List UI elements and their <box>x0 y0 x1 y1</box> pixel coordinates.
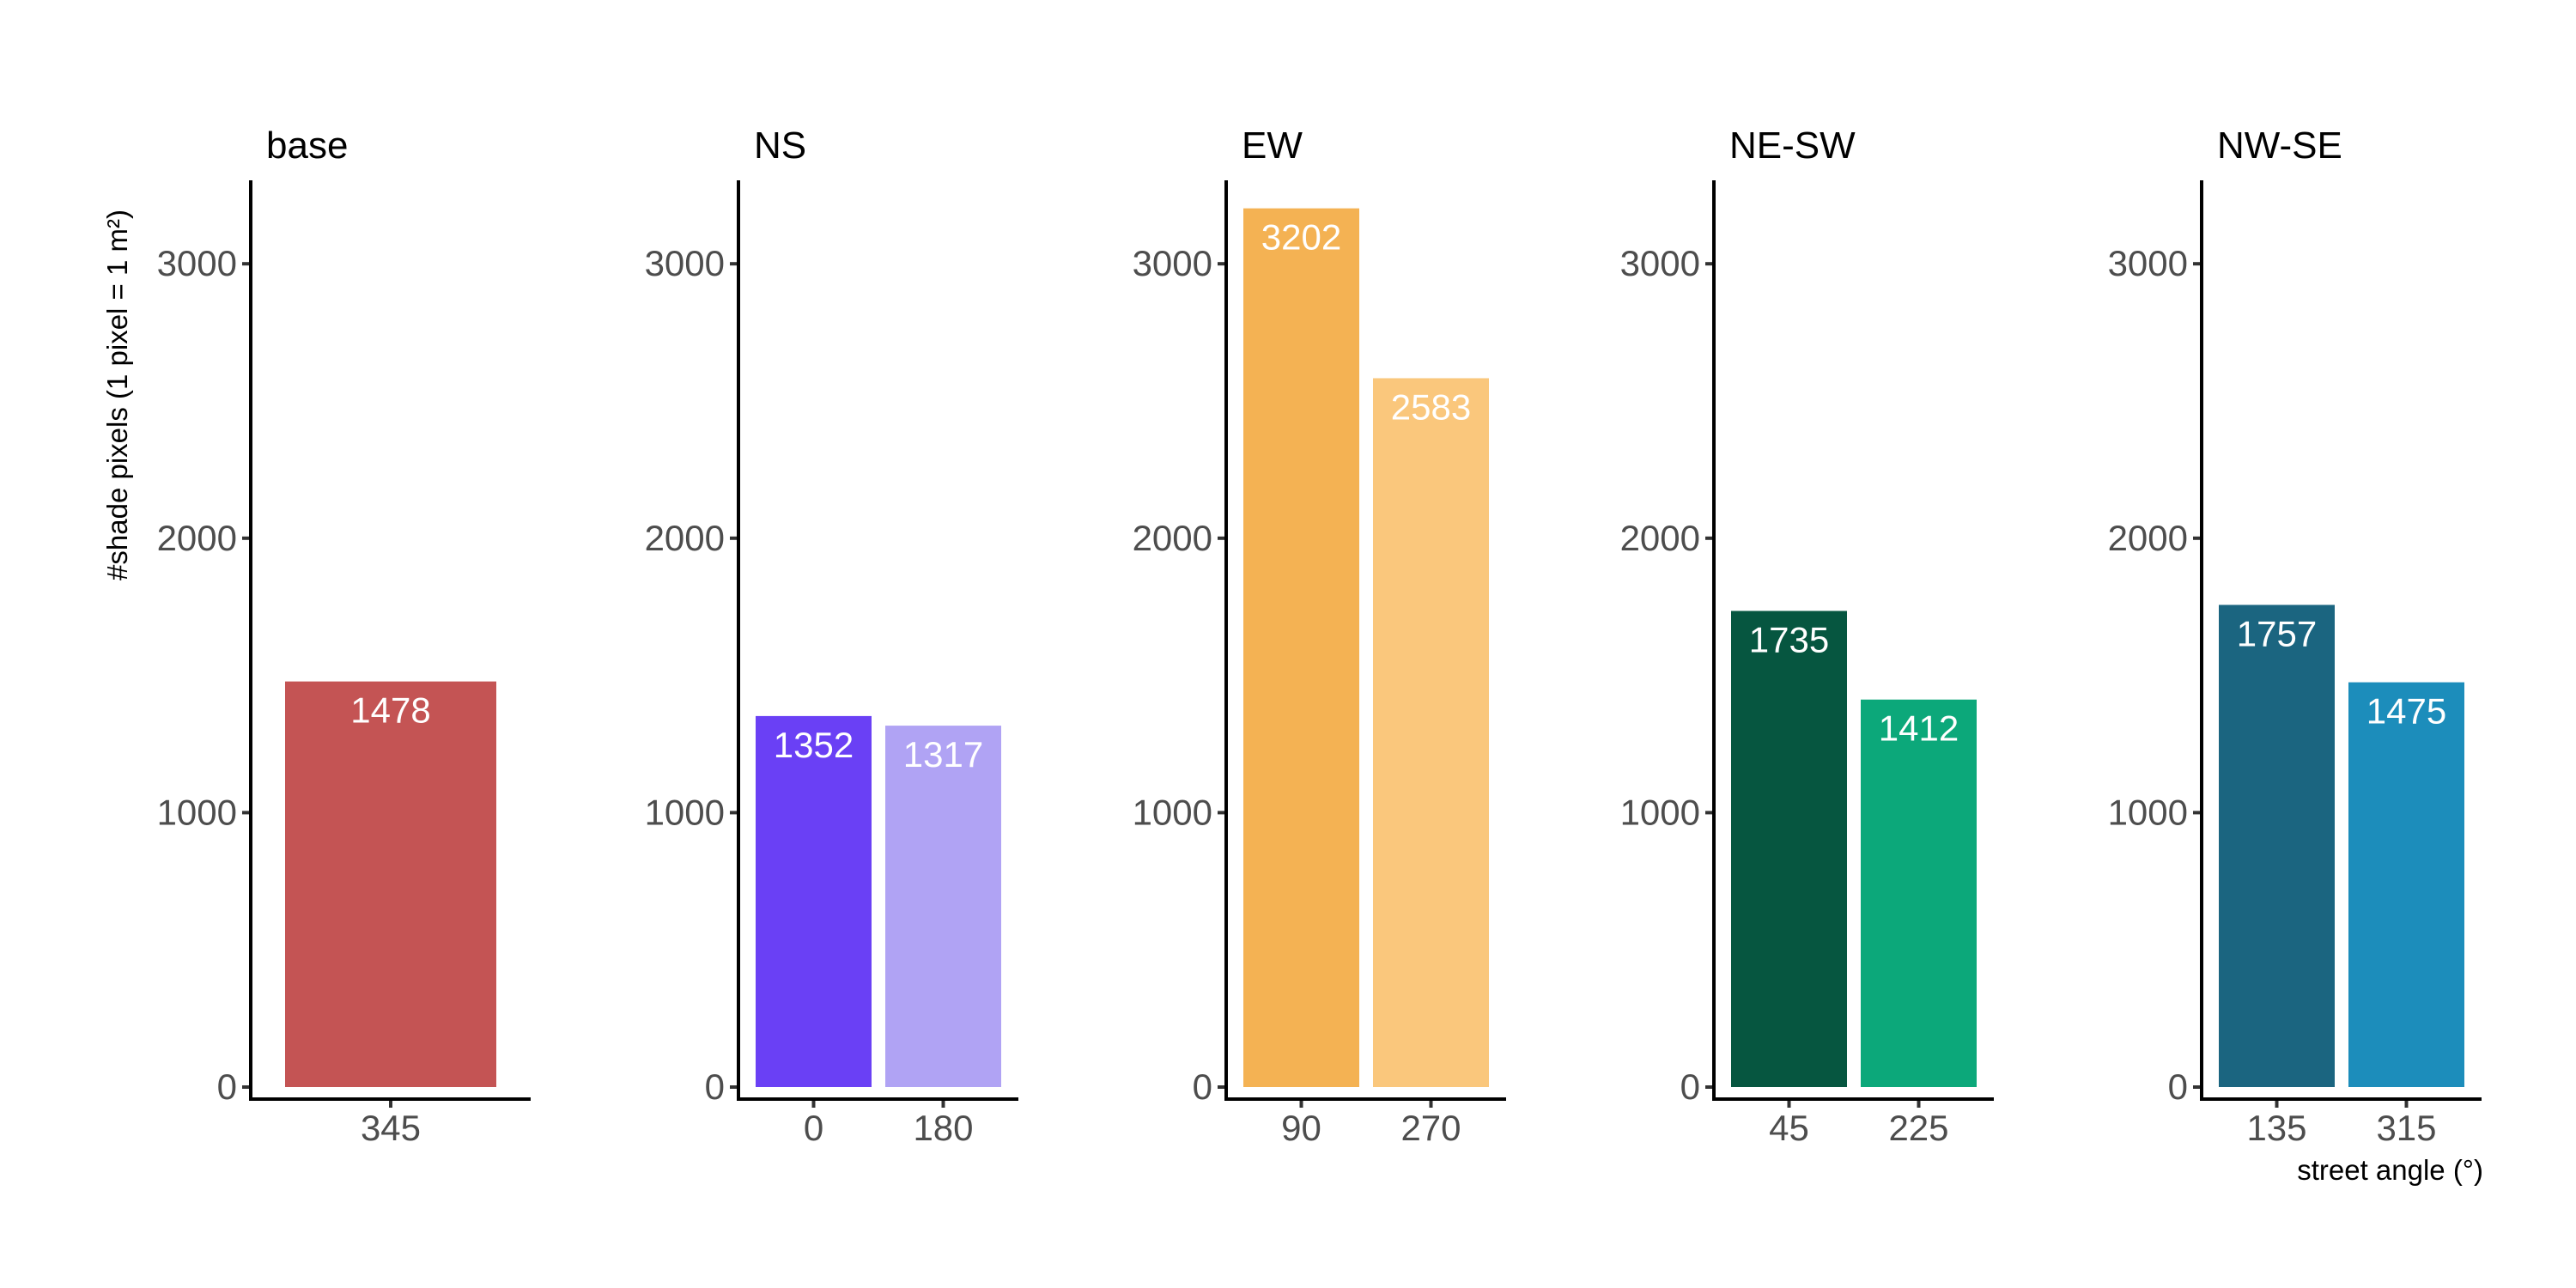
x-tick-label: 135 <box>2246 1108 2306 1148</box>
x-tick-label: 315 <box>2376 1108 2436 1148</box>
x-tick-label: 90 <box>1281 1108 1321 1148</box>
panel-title: NE-SW <box>1729 125 1856 167</box>
y-tick-label: 1000 <box>2108 792 2188 832</box>
y-tick-label: 3000 <box>645 243 725 283</box>
y-tick-label: 2000 <box>157 518 237 558</box>
bar-value-label: 3202 <box>1261 217 1341 258</box>
axis-lines <box>1224 180 1506 1101</box>
x-tick-label: 345 <box>361 1108 421 1148</box>
y-tick-label: 3000 <box>157 243 237 283</box>
panel-title: NS <box>754 125 806 167</box>
y-tick-label: 0 <box>217 1066 237 1107</box>
y-tick-label: 0 <box>705 1066 725 1107</box>
panels-group: base 1478 345 0 1000 2000 3000 NS 1352 0 1317 180 0 1… <box>157 125 2482 1148</box>
y-tick-label: 3000 <box>2108 243 2188 283</box>
panel-ne-sw: NE-SW 1735 45 1412 225 0 1000 2000 3000 <box>1620 125 1994 1148</box>
y-tick-label: 1000 <box>157 792 237 832</box>
bar-value-label: 2583 <box>1391 386 1471 427</box>
y-tick-label: 2000 <box>1133 518 1212 558</box>
y-tick-label: 3000 <box>1133 243 1212 283</box>
bar <box>285 681 496 1087</box>
y-tick-label: 1000 <box>1620 792 1700 832</box>
bar-value-label: 1735 <box>1749 619 1829 659</box>
bar <box>1243 208 1359 1087</box>
bar-value-label: 1757 <box>2237 613 2317 653</box>
bar <box>756 715 872 1087</box>
y-tick-label: 0 <box>1680 1066 1700 1107</box>
axis-lines <box>249 180 531 1101</box>
bar <box>1861 699 1977 1087</box>
bar <box>1373 378 1489 1087</box>
y-tick-label: 1000 <box>645 792 725 832</box>
panel-ew: EW 3202 90 2583 270 0 1000 2000 3000 <box>1133 125 1506 1148</box>
axis-lines <box>737 180 1018 1101</box>
panel-title: base <box>266 125 348 167</box>
y-tick-label: 3000 <box>1620 243 1700 283</box>
bar <box>885 726 1001 1087</box>
panel-base: base 1478 345 0 1000 2000 3000 <box>157 125 531 1148</box>
panel-title: EW <box>1242 125 1303 167</box>
axis-lines <box>1712 180 1994 1101</box>
bar <box>1731 611 1847 1087</box>
axis-lines <box>2200 180 2482 1101</box>
y-tick-label: 2000 <box>645 518 725 558</box>
x-tick-label: 270 <box>1400 1108 1461 1148</box>
y-tick-label: 0 <box>1193 1066 1212 1107</box>
y-axis-title: #shade pixels (1 pixel = 1 m²) <box>101 210 133 580</box>
x-axis-title: street angle (°) <box>2297 1154 2483 1186</box>
bar <box>2348 682 2464 1087</box>
y-tick-label: 2000 <box>2108 518 2188 558</box>
bar-value-label: 1352 <box>774 725 854 765</box>
y-tick-label: 2000 <box>1620 518 1700 558</box>
panel-nw-se: NW-SE 1757 135 1475 315 0 1000 2000 3000 <box>2108 125 2482 1148</box>
bar <box>2219 605 2335 1087</box>
bar-value-label: 1412 <box>1879 708 1959 749</box>
x-tick-label: 180 <box>913 1108 973 1148</box>
y-tick-label: 0 <box>2168 1066 2188 1107</box>
x-tick-label: 225 <box>1888 1108 1948 1148</box>
bar-value-label: 1317 <box>903 734 983 775</box>
x-tick-label: 0 <box>804 1108 823 1148</box>
panel-ns: NS 1352 0 1317 180 0 1000 2000 3000 <box>645 125 1018 1148</box>
y-tick-label: 1000 <box>1133 792 1212 832</box>
panel-title: NW-SE <box>2217 125 2342 167</box>
bar-value-label: 1475 <box>2366 691 2446 732</box>
x-tick-label: 45 <box>1769 1108 1809 1148</box>
bar-value-label: 1478 <box>350 690 430 731</box>
